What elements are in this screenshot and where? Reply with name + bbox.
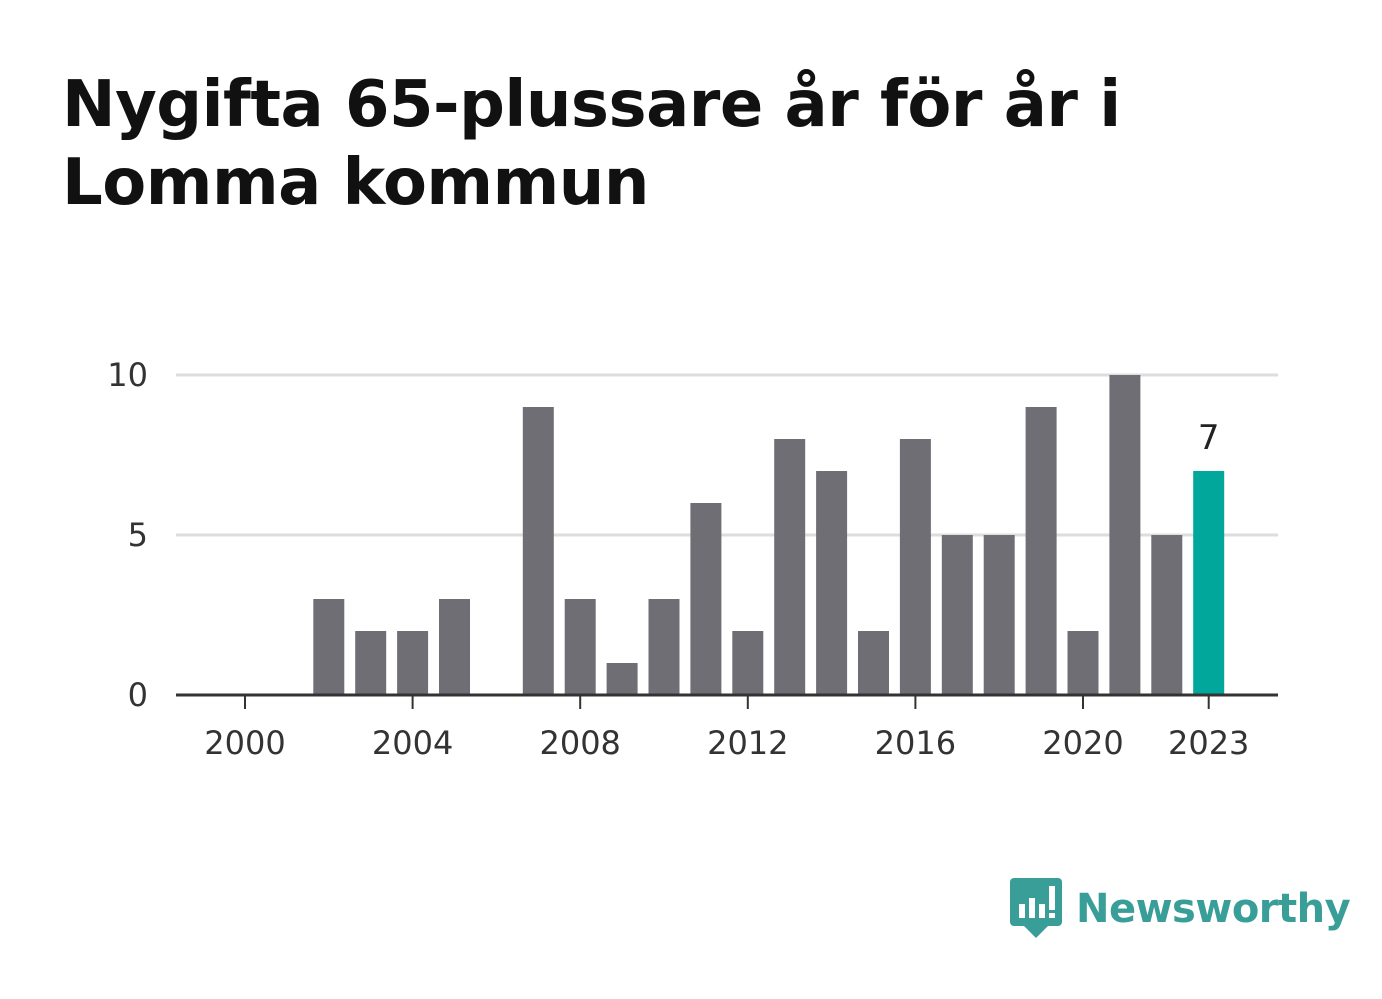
- bar-2007: [522, 407, 554, 695]
- bar-2017: [941, 535, 973, 695]
- bar-2002: [313, 599, 345, 695]
- newsworthy-logo: Newsworthy: [1010, 878, 1351, 940]
- bar-2022: [1151, 535, 1183, 695]
- y-tick-label: 5: [128, 516, 148, 554]
- bars: [176, 375, 1278, 697]
- chart-title: Nygifta 65-plussare år för år i Lomma ko…: [62, 68, 1121, 220]
- bar-2009: [606, 663, 638, 695]
- bar-2005: [439, 599, 470, 695]
- bar-2016: [899, 439, 931, 695]
- y-axis-ticks: 0 5 10: [107, 356, 148, 714]
- x-tick-label: 2016: [875, 724, 956, 762]
- bar-2020: [1067, 631, 1099, 695]
- data-labels: 7: [1198, 418, 1220, 458]
- bar-2014: [816, 471, 848, 695]
- data-label-2023: 7: [1198, 418, 1220, 458]
- x-tick-label: 2004: [372, 724, 453, 762]
- grid-lines: [176, 373, 1278, 537]
- x-tick-label: 2000: [204, 724, 285, 762]
- bar-2012: [732, 631, 764, 695]
- x-tick-label: 2023: [1168, 724, 1249, 762]
- bar-2019: [1025, 407, 1057, 695]
- x-tick-label: 2008: [539, 724, 620, 762]
- x-tick-label: 2012: [707, 724, 788, 762]
- bar-2008: [564, 599, 596, 695]
- y-tick-label: 10: [107, 356, 148, 394]
- newsworthy-chart-icon: [1010, 878, 1062, 938]
- bar-2023: [1193, 471, 1225, 695]
- y-tick-label: 0: [128, 676, 148, 714]
- x-axis-ticks: 2000 2004 2008 2012 2016 2020 2023: [204, 695, 1249, 762]
- bar-2011: [690, 503, 722, 695]
- bar-2015: [858, 631, 889, 695]
- bar-2003: [355, 631, 387, 695]
- bar-2013: [774, 439, 806, 695]
- x-tick-label: 2020: [1042, 724, 1123, 762]
- brand-name: Newsworthy: [1076, 886, 1351, 932]
- bar-2018: [983, 535, 1015, 695]
- bar-2021: [1109, 375, 1141, 695]
- bar-2010: [648, 599, 680, 695]
- bar-2004: [397, 631, 429, 695]
